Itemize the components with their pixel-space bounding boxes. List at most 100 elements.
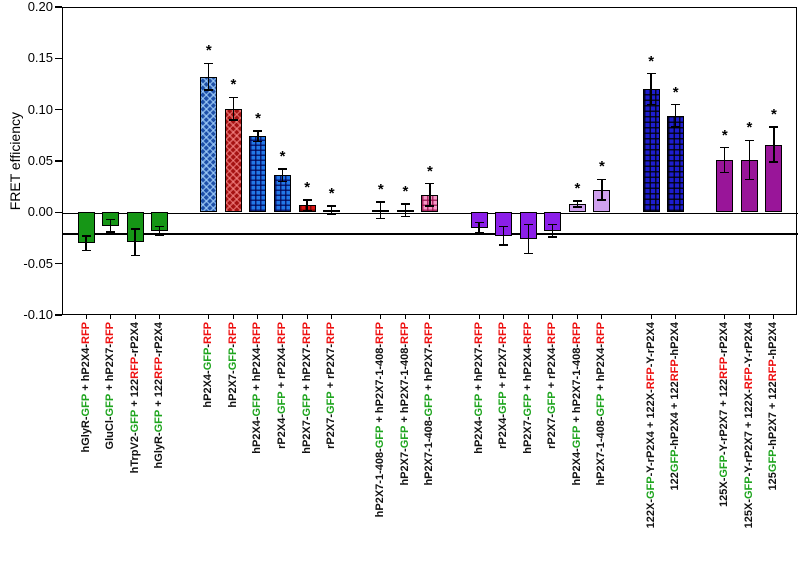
error-bar-cap xyxy=(228,119,238,121)
bar xyxy=(274,175,292,213)
gfp-text: GFP xyxy=(718,455,731,478)
error-bar-line xyxy=(748,140,751,180)
error-bar-line xyxy=(773,127,775,163)
zero-line xyxy=(63,212,798,214)
gfp-text: GFP xyxy=(521,393,534,417)
label-text: + rP2X4- xyxy=(276,344,289,392)
y-tick-mark xyxy=(55,314,62,316)
rfp-text: RFP xyxy=(79,322,92,344)
label-text: + rP2X4- xyxy=(546,344,559,392)
error-bar-line xyxy=(134,228,136,256)
label-text: 125X- xyxy=(742,499,755,529)
x-category-label: hTrpV2-GFP + 122RFP-rP2X4 xyxy=(128,322,142,473)
label-text: + rP2X7- xyxy=(325,344,338,392)
rfp-text: RFP xyxy=(570,322,583,344)
x-category-label: rP2X7-GFP + rP2X4-RFP xyxy=(545,322,559,449)
error-bar-cap xyxy=(130,228,140,230)
gfp-text: GFP xyxy=(570,425,583,449)
significance-asterisk: * xyxy=(402,183,409,201)
rfp-text: RFP xyxy=(251,322,264,344)
x-tick-mark xyxy=(478,315,480,319)
label-text: hP2X4- xyxy=(202,370,215,408)
label-text: hP2X7- xyxy=(300,416,313,454)
error-bar-cap xyxy=(327,205,337,207)
error-bar-cap xyxy=(425,182,435,185)
rfp-text: RFP xyxy=(497,322,510,344)
error-bar-cap xyxy=(769,161,779,163)
error-bar-line xyxy=(576,201,579,208)
error-bar-line xyxy=(306,200,308,211)
significance-asterisk: * xyxy=(599,158,605,176)
y-tick-mark xyxy=(55,6,62,8)
x-category-label: hGlyR-GFP + 122RFP-rP2X4 xyxy=(152,322,166,468)
gfp-text: GFP xyxy=(497,391,510,415)
error-bar-cap xyxy=(81,249,91,252)
gfp-text: GFP xyxy=(595,393,608,417)
error-bar-cap xyxy=(204,89,214,91)
significance-asterisk: * xyxy=(771,106,777,124)
y-tick-label: -0.10 xyxy=(23,307,53,322)
label-text: + hP2X7-1-408- xyxy=(374,344,387,426)
label-text: 125X- xyxy=(718,477,731,507)
error-bar-cap xyxy=(376,201,386,203)
x-category-label: hP2X7-1-408-GFP + hP2X4-RFP xyxy=(594,322,608,486)
gfp-text: GFP xyxy=(202,347,215,371)
plot-area xyxy=(62,7,798,315)
x-category-label: hP2X7-GFP-RFP xyxy=(226,322,240,408)
x-tick-mark xyxy=(552,315,554,319)
y-tick-label: -0.05 xyxy=(23,255,53,271)
label-text: + hP2X7- xyxy=(472,344,485,394)
x-tick-mark xyxy=(110,315,112,319)
bar xyxy=(667,115,685,213)
error-bar-cap xyxy=(204,62,214,65)
x-tick-mark xyxy=(527,315,529,319)
error-bar-cap xyxy=(720,171,730,174)
error-bar-cap xyxy=(376,217,386,220)
x-category-label: rP2X4-GFP + rP2X7-RFP xyxy=(496,322,510,449)
x-category-label: GluCl-GFP + hP2X7-RFP xyxy=(103,322,117,449)
rfp-text: RFP xyxy=(718,356,731,379)
error-bar-line xyxy=(331,206,333,215)
y-tick-label: 0.15 xyxy=(27,50,53,66)
x-category-label: 125X-GFP-Y-rP2X7 + 122RFP-rP2X4 xyxy=(717,322,731,507)
x-category-label: rP2X4-GFP + rP2X4-RFP xyxy=(275,322,289,449)
error-bar-cap xyxy=(130,254,140,257)
significance-asterisk: * xyxy=(230,76,237,94)
significance-asterisk: * xyxy=(255,110,261,128)
rfp-text: RFP xyxy=(226,322,239,344)
x-tick-mark xyxy=(232,315,234,319)
gfp-text: GFP xyxy=(153,409,166,433)
significance-asterisk: * xyxy=(746,119,753,137)
y-tick-mark xyxy=(55,262,62,265)
y-tick-label: 0.10 xyxy=(27,101,53,117)
y-tick-mark xyxy=(55,211,62,214)
rfp-text: RFP xyxy=(472,322,485,344)
error-bar-cap xyxy=(523,223,533,226)
x-tick-mark xyxy=(503,315,505,319)
label-text: -Y-rP2X4 + 122X- xyxy=(644,389,657,477)
gfp-text: GFP xyxy=(742,476,755,500)
label-text: + hP2X7-1-408- xyxy=(398,344,411,426)
x-tick-mark xyxy=(748,315,750,319)
rfp-text: RFP xyxy=(546,322,559,344)
error-bar-cap xyxy=(302,209,312,212)
label-text: + 122 xyxy=(128,378,141,410)
rfp-text: RFP xyxy=(202,322,215,344)
x-tick-mark xyxy=(404,315,406,319)
label-text: hP2X4- xyxy=(570,448,583,486)
y-tick-mark xyxy=(55,57,62,60)
rfp-text: RFP xyxy=(742,367,755,390)
x-tick-mark xyxy=(159,315,161,319)
label-text: 122X- xyxy=(644,499,657,529)
error-bar-line xyxy=(109,219,112,232)
label-text: -rP2X4 xyxy=(153,322,166,357)
rfp-text: RFP xyxy=(398,322,411,344)
rfp-text: RFP xyxy=(128,356,141,379)
gfp-text: GFP xyxy=(325,391,338,415)
significance-asterisk: * xyxy=(574,180,581,198)
gfp-text: GFP xyxy=(472,393,485,417)
error-bar-line xyxy=(503,226,505,246)
label-text: rP2X7- xyxy=(546,414,559,449)
label-text: -Y-rP2X7 + 122X- xyxy=(742,389,755,477)
